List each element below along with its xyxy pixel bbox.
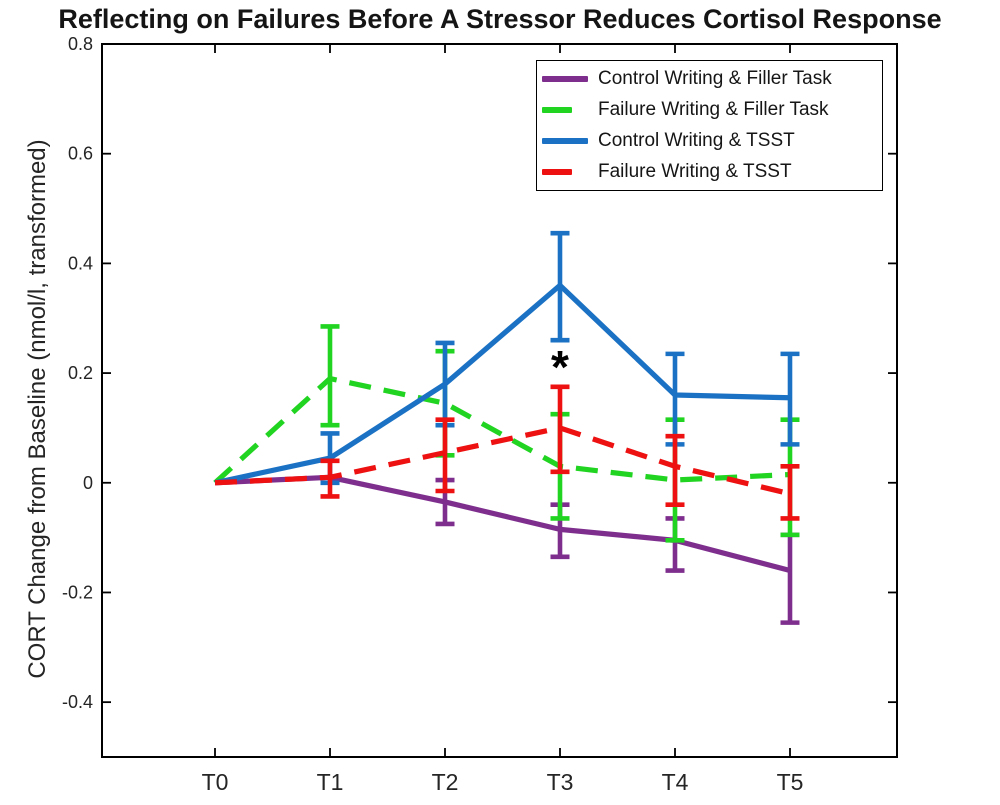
chart-legend: Control Writing & Filler Task Failure Wri…: [536, 60, 883, 191]
legend-swatch-box: [542, 107, 592, 113]
plot-box: [101, 43, 898, 758]
legend-line-sample-failure-writing-tsst: [542, 169, 572, 175]
legend-swatch-box: [542, 76, 592, 82]
y-tick-label: -0.2: [62, 582, 93, 602]
legend-item-control-writing-tsst: Control Writing & TSST: [542, 126, 882, 156]
significance-asterisk: *: [551, 341, 569, 393]
x-tick-label: T0: [202, 769, 229, 795]
legend-swatch-box: [542, 169, 592, 175]
legend-item-failure-writing-filler-task: Failure Writing & Filler Task: [542, 95, 882, 125]
series-line-control-writing-filler-task: [214, 474, 791, 574]
x-tick-label: T1: [317, 769, 344, 795]
legend-label: Failure Writing & Filler Task: [598, 99, 829, 120]
y-tick-label: 0.2: [68, 363, 93, 383]
legend-swatch-box: [542, 138, 592, 144]
legend-line-sample-control-writing-filler-task: [542, 76, 588, 82]
legend-label: Control Writing & TSST: [598, 130, 795, 151]
series-line-failure-writing-tsst: [214, 425, 791, 497]
x-tick-label: T2: [432, 769, 459, 795]
legend-line-sample-failure-writing-filler-task: [542, 107, 572, 113]
series-line-failure-writing-filler-task: [213, 375, 791, 485]
legend-item-control-writing-filler-task: Control Writing & Filler Task: [542, 64, 882, 94]
series-line-control-writing-tsst: [214, 282, 791, 486]
y-tick-label: 0: [83, 473, 93, 493]
legend-line-sample-control-writing-tsst: [542, 138, 588, 144]
legend-label: Failure Writing & TSST: [598, 161, 792, 182]
x-tick-label: T4: [662, 769, 689, 795]
y-tick-label: 0.4: [68, 253, 93, 273]
legend-item-failure-writing-tsst: Failure Writing & TSST: [542, 157, 882, 187]
x-tick-label: T3: [547, 769, 574, 795]
legend-label: Control Writing & Filler Task: [598, 68, 832, 89]
y-tick-label: 0.8: [68, 34, 93, 54]
y-tick-label: -0.4: [62, 692, 93, 712]
chart-title: Reflecting on Failures Before A Stressor…: [58, 4, 942, 34]
y-tick-label: 0.6: [68, 144, 93, 164]
x-tick-label: T5: [777, 769, 804, 795]
